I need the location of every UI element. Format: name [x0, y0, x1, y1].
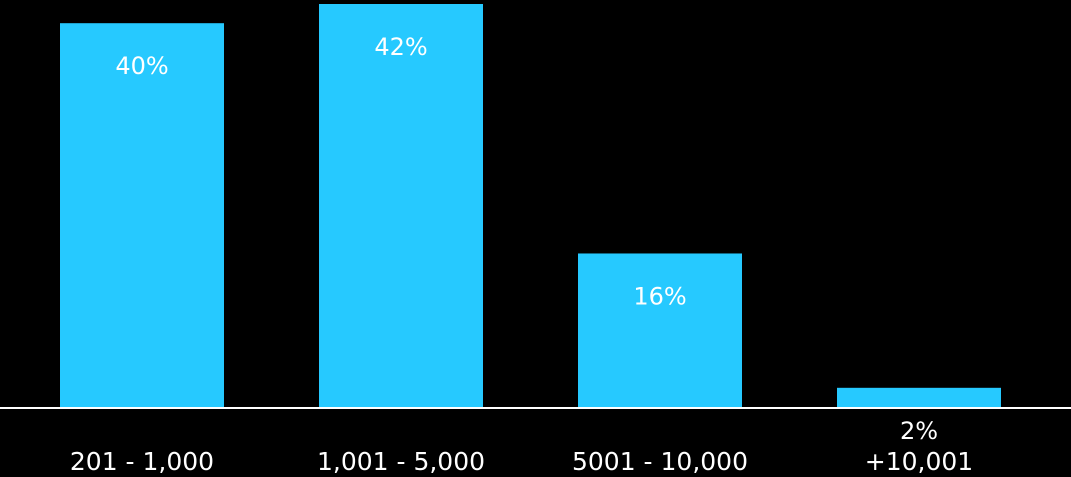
x-tick-label: 201 - 1,000 [70, 447, 214, 476]
bar-data-label: 40% [115, 52, 168, 80]
bar [60, 23, 224, 407]
bar-data-label: 16% [633, 282, 686, 310]
bar-data-label: 42% [374, 33, 427, 61]
x-tick-labels-group: 201 - 1,000 1,001 - 5,000 5001 - 10,000 +10… [70, 447, 973, 476]
x-tick-label: 1,001 - 5,000 [317, 447, 485, 476]
bars-group [60, 4, 1001, 407]
x-tick-label: +10,001 [865, 447, 973, 476]
data-labels-group: 40% 42% 16% 2% [115, 33, 938, 445]
bar [578, 253, 742, 407]
bar [837, 387, 1001, 407]
bar [319, 4, 483, 407]
bar-data-label: 2% [900, 417, 938, 445]
x-tick-label: 5001 - 10,000 [572, 447, 748, 476]
